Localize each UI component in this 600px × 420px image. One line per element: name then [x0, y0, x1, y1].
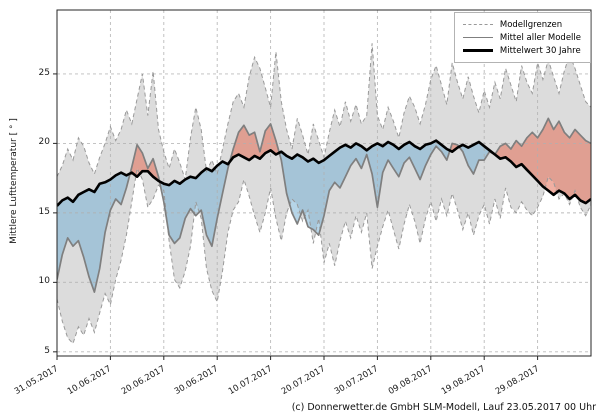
solid-line-swatch [462, 37, 493, 38]
legend-item-modellgrenzen: Modellgrenzen [462, 18, 581, 31]
y-tick-label: 10 [38, 276, 50, 287]
y-tick-label: 15 [38, 206, 50, 217]
warmer-than-normal-area [229, 123, 280, 162]
y-axis-label: Mittlere Lufttemperatur [ ° ] [9, 118, 19, 244]
plot-series [57, 10, 591, 356]
model-max-line [57, 43, 591, 180]
warmer-than-normal-area [494, 118, 591, 204]
legend-item-mittelwert-30-jahre: Mittelwert 30 Jahre [462, 44, 581, 57]
legend: Modellgrenzen Mittel aller Modelle Mitte… [453, 12, 591, 63]
legend-label: Modellgrenzen [499, 19, 563, 30]
y-tick-label: 20 [38, 137, 50, 148]
legend-label: Mittelwert 30 Jahre [499, 45, 581, 56]
y-tick-label: 25 [38, 67, 50, 78]
climate-mean-line [57, 139, 591, 207]
legend-label: Mittel aller Modelle [499, 32, 581, 43]
colder-than-normal-area [57, 172, 131, 293]
model-min-line [57, 166, 591, 345]
y-tick-label: 5 [44, 345, 50, 356]
colder-than-normal-area [279, 140, 450, 236]
legend-item-mittel-aller-modelle: Mittel aller Modelle [462, 31, 581, 44]
thick-line-swatch [462, 49, 493, 52]
model-mean-line [57, 117, 591, 293]
dashed-line-swatch [462, 24, 493, 25]
colder-than-normal-area [459, 142, 495, 174]
warmer-than-normal-area [130, 144, 160, 182]
copyright-footer: (c) Donnerwetter.de GmbH SLM-Modell, Lau… [291, 402, 596, 413]
